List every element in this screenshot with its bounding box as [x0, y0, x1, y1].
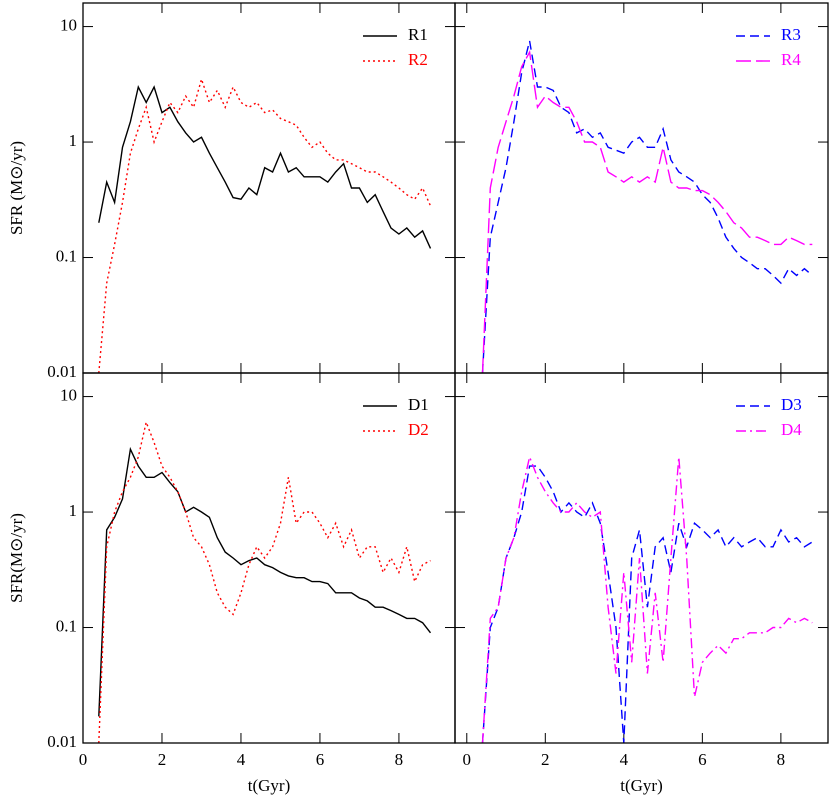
x-tick-label: 8 — [777, 750, 786, 769]
x-tick-label: 8 — [395, 750, 404, 769]
y-tick-label: 10 — [60, 15, 77, 34]
legend-label: D3 — [781, 395, 802, 414]
panel: 0 2 4 6 8 t(Gyr) D3 D4 — [454, 372, 829, 795]
x-tick-label: 4 — [620, 750, 629, 769]
legend-label: D2 — [408, 420, 429, 439]
series-line — [481, 454, 813, 743]
x-axis-label: t(Gyr) — [248, 776, 290, 795]
series-line — [481, 40, 813, 373]
x-tick-label: 2 — [541, 750, 550, 769]
series-line — [98, 76, 432, 373]
x-tick-label: 0 — [79, 750, 88, 769]
x-tick-label: 2 — [158, 750, 167, 769]
y-tick-label: 1 — [69, 501, 78, 520]
panel: 0.01 0.1 1 10 SFR (M⊙/yr) R1 R2 — [7, 2, 456, 381]
series-line — [98, 84, 432, 249]
y-tick-label: 0.1 — [56, 246, 77, 265]
y-axis-label: SFR (M⊙/yr) — [7, 141, 26, 235]
y-tick-label: 0.01 — [47, 362, 77, 381]
panel: 0.01 0.1 1 10 0 2 4 6 8 SFR(M⊙/yr) t(Gyr) D1 D2 — [7, 372, 456, 795]
panel-frame — [454, 372, 829, 744]
x-tick-label: 4 — [237, 750, 246, 769]
y-axis-label: SFR(M⊙/yr) — [7, 513, 26, 603]
x-axis-label: t(Gyr) — [620, 776, 662, 795]
x-tick-label: 6 — [316, 750, 325, 769]
y-tick-label: 0.01 — [47, 732, 77, 751]
x-tick-label: 6 — [698, 750, 707, 769]
legend-label: D1 — [408, 395, 429, 414]
y-tick-label: 10 — [60, 385, 77, 404]
y-tick-label: 1 — [69, 131, 78, 150]
x-tick-label: 0 — [463, 750, 472, 769]
series-line — [481, 465, 813, 743]
legend-label: R2 — [408, 50, 428, 69]
legend-label: R1 — [408, 25, 428, 44]
panel-frame — [454, 2, 829, 374]
series-line — [98, 446, 432, 717]
legend-label: R4 — [781, 50, 801, 69]
series-line — [98, 419, 431, 743]
legend-label: R3 — [781, 25, 801, 44]
y-tick-label: 0.1 — [56, 616, 77, 635]
series-line — [481, 50, 813, 373]
legend-label: D4 — [781, 420, 802, 439]
panel-frame — [82, 372, 456, 744]
